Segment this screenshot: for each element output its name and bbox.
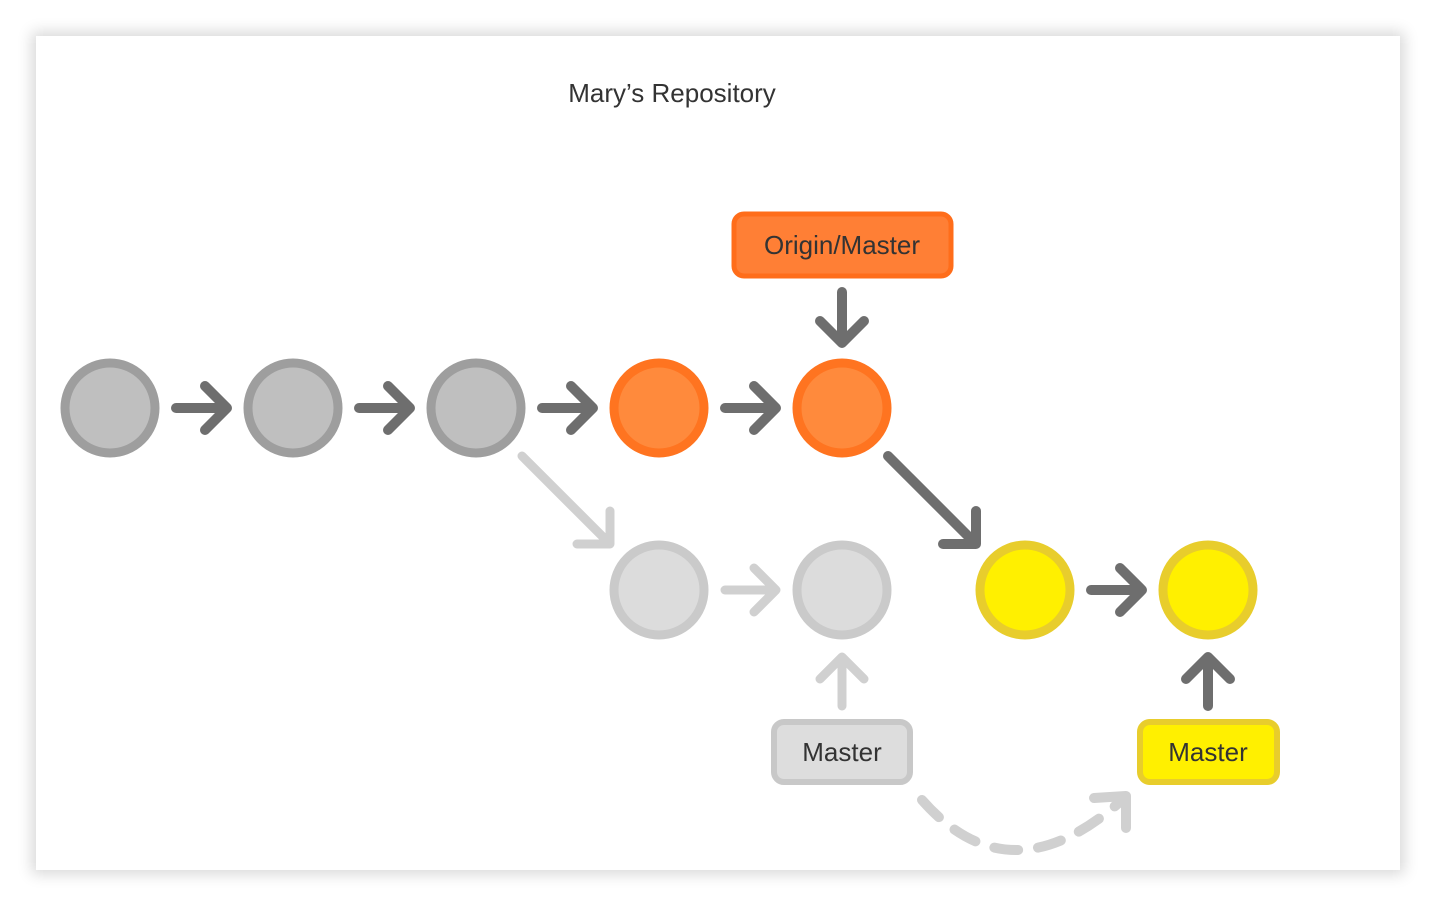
new-master-label: Master xyxy=(1168,737,1248,767)
new-master-label-box xyxy=(1137,719,1280,785)
arrow-5-to-merged xyxy=(883,451,981,549)
master-move-dashed-arrow xyxy=(917,791,1131,855)
arrow-3-4 xyxy=(537,381,598,435)
commit-3 xyxy=(426,358,526,458)
arrow-1-2 xyxy=(171,381,232,435)
commit-5-remote xyxy=(792,358,892,458)
old-local-commit-1 xyxy=(609,540,709,640)
arrow-rebased xyxy=(1086,563,1147,617)
origin-master-label-box xyxy=(731,211,954,279)
arrow-2-3 xyxy=(354,381,415,435)
arrow-4-5 xyxy=(720,381,781,435)
rebased-commit-2 xyxy=(1158,540,1258,640)
new-master-pointer-arrow xyxy=(1181,652,1235,711)
old-master-label-box xyxy=(771,719,913,785)
origin-master-label: Origin/Master xyxy=(764,230,920,260)
diagram-title: Mary’s Repository xyxy=(568,78,776,108)
commit-2 xyxy=(243,358,343,458)
rebased-commit-1 xyxy=(975,540,1075,640)
old-master-pointer-arrow xyxy=(815,652,869,711)
old-master-label: Master xyxy=(802,737,882,767)
commit-4-remote xyxy=(609,358,709,458)
origin-master-pointer-arrow xyxy=(815,287,869,348)
arrow-3-to-old-local xyxy=(517,451,615,549)
old-local-commit-2 xyxy=(792,540,892,640)
arrow-old-local xyxy=(720,563,781,617)
commit-1 xyxy=(60,358,160,458)
